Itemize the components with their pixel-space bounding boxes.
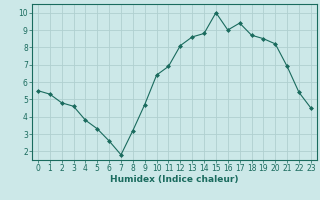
X-axis label: Humidex (Indice chaleur): Humidex (Indice chaleur) — [110, 175, 239, 184]
